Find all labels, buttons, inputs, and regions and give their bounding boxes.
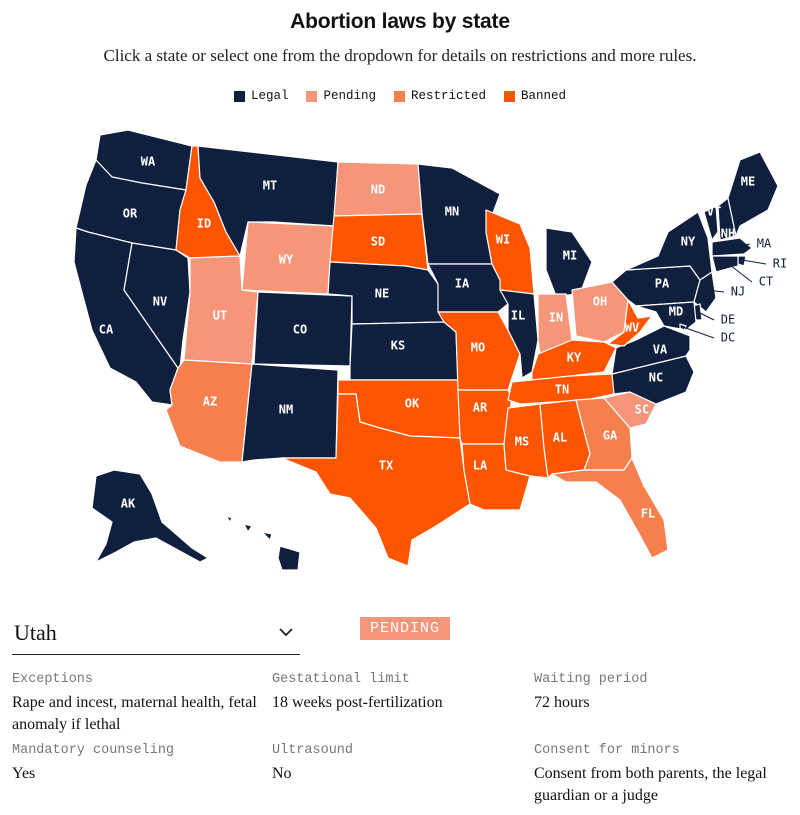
detail-value: 72 hours [534,694,590,711]
state-dropdown-value: Utah [14,620,57,645]
callout-line-ri [741,259,767,265]
chevron-down-icon [279,628,293,637]
legend-swatch-banned [504,90,516,102]
state-ks[interactable] [349,321,459,381]
state-label-ct: CT [759,275,773,289]
state-label-nj: NJ [731,285,745,299]
state-label-ma: MA [757,237,772,251]
detail-value: No [272,765,292,782]
status-badge: PENDING [360,617,451,640]
state-ri[interactable] [737,255,747,267]
detail-value: Rape and incest, maternal health, fetal … [12,694,257,733]
callout-line-dc [682,326,715,339]
detail-label: Gestational limit [272,672,410,687]
detail-value: Consent from both parents, the legal gua… [534,765,767,804]
us-state-map: WAORCANVIDMTWYUTAZCONMNDSDNEKSOKTXMNIAMO… [73,129,787,571]
detail-gestational-limit: Gestational limit 18 weeks post-fertiliz… [272,672,517,714]
state-ut[interactable] [183,255,259,365]
detail-exceptions: Exceptions Rape and incest, maternal hea… [12,672,257,736]
state-md[interactable] [635,301,697,331]
state-vt[interactable] [703,205,719,241]
state-wv[interactable] [607,299,653,347]
legend-label-pending: Pending [323,89,376,103]
state-nc[interactable] [611,355,695,405]
state-tx[interactable] [281,393,471,567]
state-nj[interactable] [693,271,717,313]
state-mi[interactable] [545,227,593,297]
state-label-ri: RI [773,257,787,271]
state-nm[interactable] [241,363,339,463]
state-mo[interactable] [437,311,521,391]
detail-waiting-period: Waiting period 72 hours [534,672,779,714]
legend-item-pending: Pending [306,89,376,103]
detail-ultrasound: Ultrasound No [272,743,517,785]
state-il[interactable] [499,289,539,379]
state-hi[interactable] [225,515,301,571]
callout-line-ma [729,243,751,249]
state-nd[interactable] [333,161,423,217]
legend: Legal Pending Restricted Banned [0,89,800,103]
legend-swatch-pending [306,90,318,102]
legend-item-restricted: Restricted [394,89,486,103]
detail-label: Exceptions [12,672,94,687]
legend-label-legal: Legal [250,89,289,103]
page-subtitle: Click a state or select one from the dro… [103,46,697,65]
legend-swatch-legal [233,90,245,102]
state-ar[interactable] [457,389,513,445]
state-co[interactable] [253,291,353,367]
state-label-de: DE [721,313,735,327]
detail-value: Yes [12,765,36,782]
state-label-dc: DC [721,331,735,345]
state-ak[interactable] [91,469,209,563]
state-ny[interactable] [625,211,713,281]
state-ma[interactable] [711,237,753,257]
legend-label-banned: Banned [521,89,567,103]
detail-label: Consent for minors [534,743,680,758]
legend-swatch-restricted [394,90,405,102]
state-me[interactable] [727,151,779,237]
detail-label: Ultrasound [272,743,354,758]
legend-label-restricted: Restricted [411,89,487,103]
detail-label: Mandatory counseling [12,743,175,758]
callout-line-ct [725,261,753,283]
state-fl[interactable] [551,457,669,559]
state-va[interactable] [611,325,691,375]
callout-line-nj [705,289,725,293]
state-sd[interactable] [329,213,429,271]
state-ct[interactable] [711,255,739,273]
legend-item-legal: Legal [233,89,289,103]
state-ky[interactable] [531,339,617,383]
page-title: Abortion laws by state [290,10,510,33]
state-wy[interactable] [241,221,335,295]
detail-label: Waiting period [534,672,648,687]
legend-item-banned: Banned [504,89,566,103]
state-dropdown[interactable]: Utah [12,612,300,655]
state-az[interactable] [165,359,253,463]
detail-consent-for-minors: Consent for minors Consent from both par… [534,743,779,807]
detail-value: 18 weeks post-fertilization [272,694,443,711]
detail-mandatory-counseling: Mandatory counseling Yes [12,743,257,785]
callout-line-de [697,311,715,321]
